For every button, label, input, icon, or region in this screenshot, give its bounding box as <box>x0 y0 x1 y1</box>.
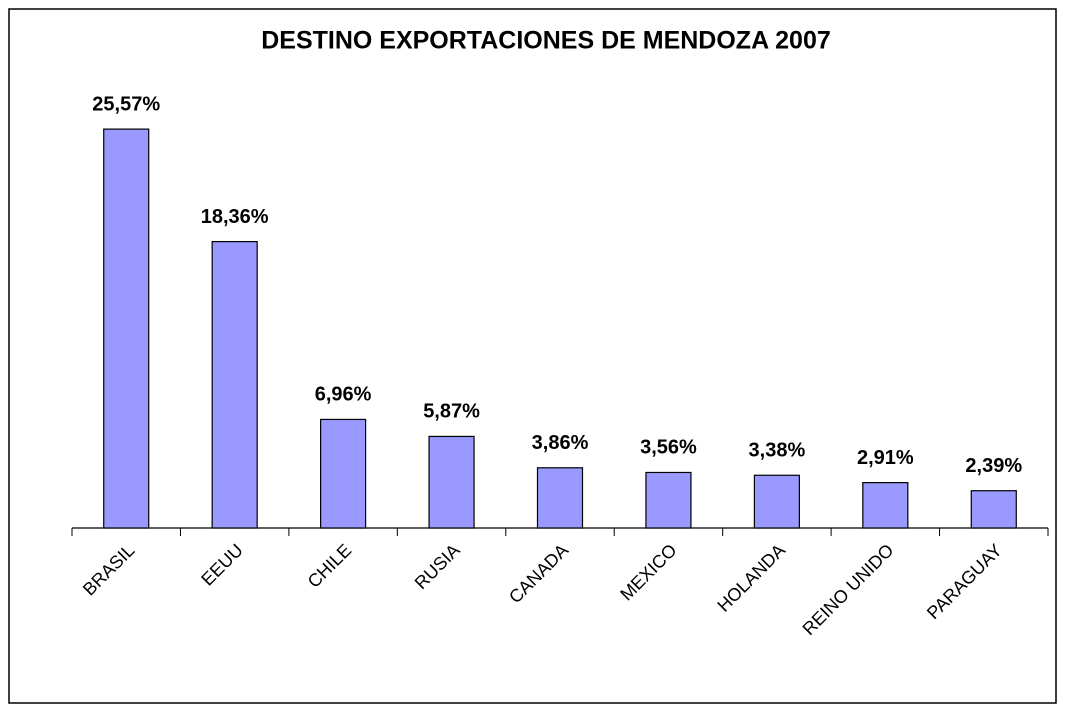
bar <box>211 240 258 529</box>
bar <box>103 128 150 529</box>
bar <box>645 471 692 529</box>
chart-title: DESTINO EXPORTACIONES DE MENDOZA 2007 <box>261 27 831 55</box>
chart-border <box>8 8 1057 704</box>
value-label: 18,36% <box>201 206 269 228</box>
value-label: 5,87% <box>423 401 480 423</box>
value-label: 3,38% <box>749 440 806 462</box>
bar <box>536 467 584 529</box>
bar <box>970 490 1017 529</box>
value-label: 3,86% <box>532 432 589 454</box>
value-label: 2,39% <box>965 455 1022 477</box>
value-label: 25,57% <box>92 93 160 115</box>
bar <box>862 482 909 529</box>
value-label: 3,56% <box>640 437 697 459</box>
bar <box>428 435 475 529</box>
bar <box>753 474 800 529</box>
bar <box>320 418 367 529</box>
value-label: 6,96% <box>315 384 372 406</box>
value-label: 2,91% <box>857 447 914 469</box>
